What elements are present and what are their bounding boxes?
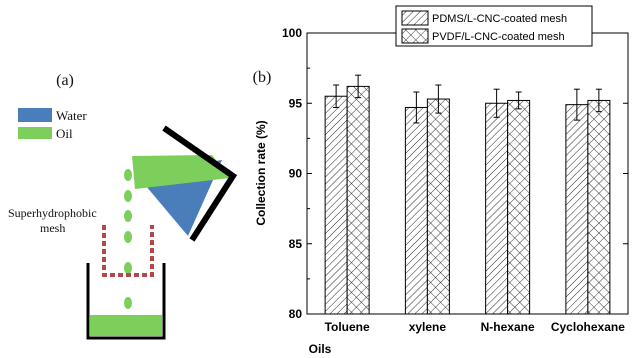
y-axis: 80 85 90 95 100 (282, 26, 628, 321)
legend-label-pdms: PDMS/L-CNC-coated mesh (432, 13, 567, 25)
bar-pvdf (426, 98, 450, 315)
oil-droplet (124, 190, 132, 202)
y-tick-label: 95 (289, 96, 303, 110)
bar-pdms (485, 102, 509, 315)
y-tick-label: 100 (282, 26, 302, 40)
oil-droplet (124, 262, 132, 274)
panel-a-label: (a) (56, 72, 74, 89)
x-tick-label: Cyclohexane (551, 320, 625, 334)
legend-box (395, 5, 593, 47)
x-tick-label: xylene (409, 320, 447, 334)
bars (324, 74, 611, 315)
oil-droplet (124, 297, 132, 309)
collected-oil (90, 315, 162, 336)
y-tick-label: 90 (289, 167, 303, 181)
legend-oil-label: Oil (56, 126, 73, 141)
bar-pdms (324, 95, 348, 315)
x-axis-title: Oils (309, 342, 332, 356)
bar-pdms (404, 106, 428, 315)
legend-water-label: Water (56, 108, 87, 123)
x-tick-label: Toluene (325, 320, 370, 334)
bar-pvdf (507, 99, 531, 315)
oil-droplets (124, 169, 132, 309)
y-tick-label: 80 (289, 307, 303, 321)
bar-chart: 80 85 90 95 100 Toluene xylene N-hexane Cyclohe… (254, 5, 629, 356)
superhydrophobic-mesh (102, 225, 154, 277)
y-tick-label: 85 (289, 237, 303, 251)
oil-layer (132, 155, 230, 189)
mesh-label-line2: mesh (40, 221, 65, 235)
bar-pdms (565, 104, 589, 315)
panel-b-label: (b) (253, 69, 272, 86)
schematic-panel: (a) Water Oil Superhydrophobic mesh (8, 72, 238, 340)
oil-droplet (124, 231, 132, 243)
legend-swatch-pvdf (401, 28, 429, 44)
legend-label-pvdf: PVDF/L-CNC-coated mesh (432, 31, 565, 43)
container-wall (86, 263, 166, 340)
y-axis-title: Collection rate (%) (254, 120, 268, 225)
legend-swatch-pdms (401, 10, 429, 26)
mesh-label-line1: Superhydrophobic (8, 206, 97, 220)
legend-water-swatch (18, 108, 52, 122)
oil-droplet (124, 210, 132, 222)
chart-legend: PDMS/L-CNC-coated mesh PVDF/L-CNC-coated… (395, 5, 593, 47)
pouring-vessel (132, 125, 238, 242)
x-tick-label: N-hexane (481, 320, 535, 334)
bar-pvdf (346, 85, 370, 315)
bar-pvdf (587, 99, 611, 315)
vessel-wall (162, 125, 238, 242)
oil-droplet (124, 169, 132, 181)
collection-container (86, 263, 166, 340)
x-axis: Toluene xylene N-hexane Cyclohexane (325, 309, 625, 334)
legend-oil-swatch (18, 127, 52, 139)
